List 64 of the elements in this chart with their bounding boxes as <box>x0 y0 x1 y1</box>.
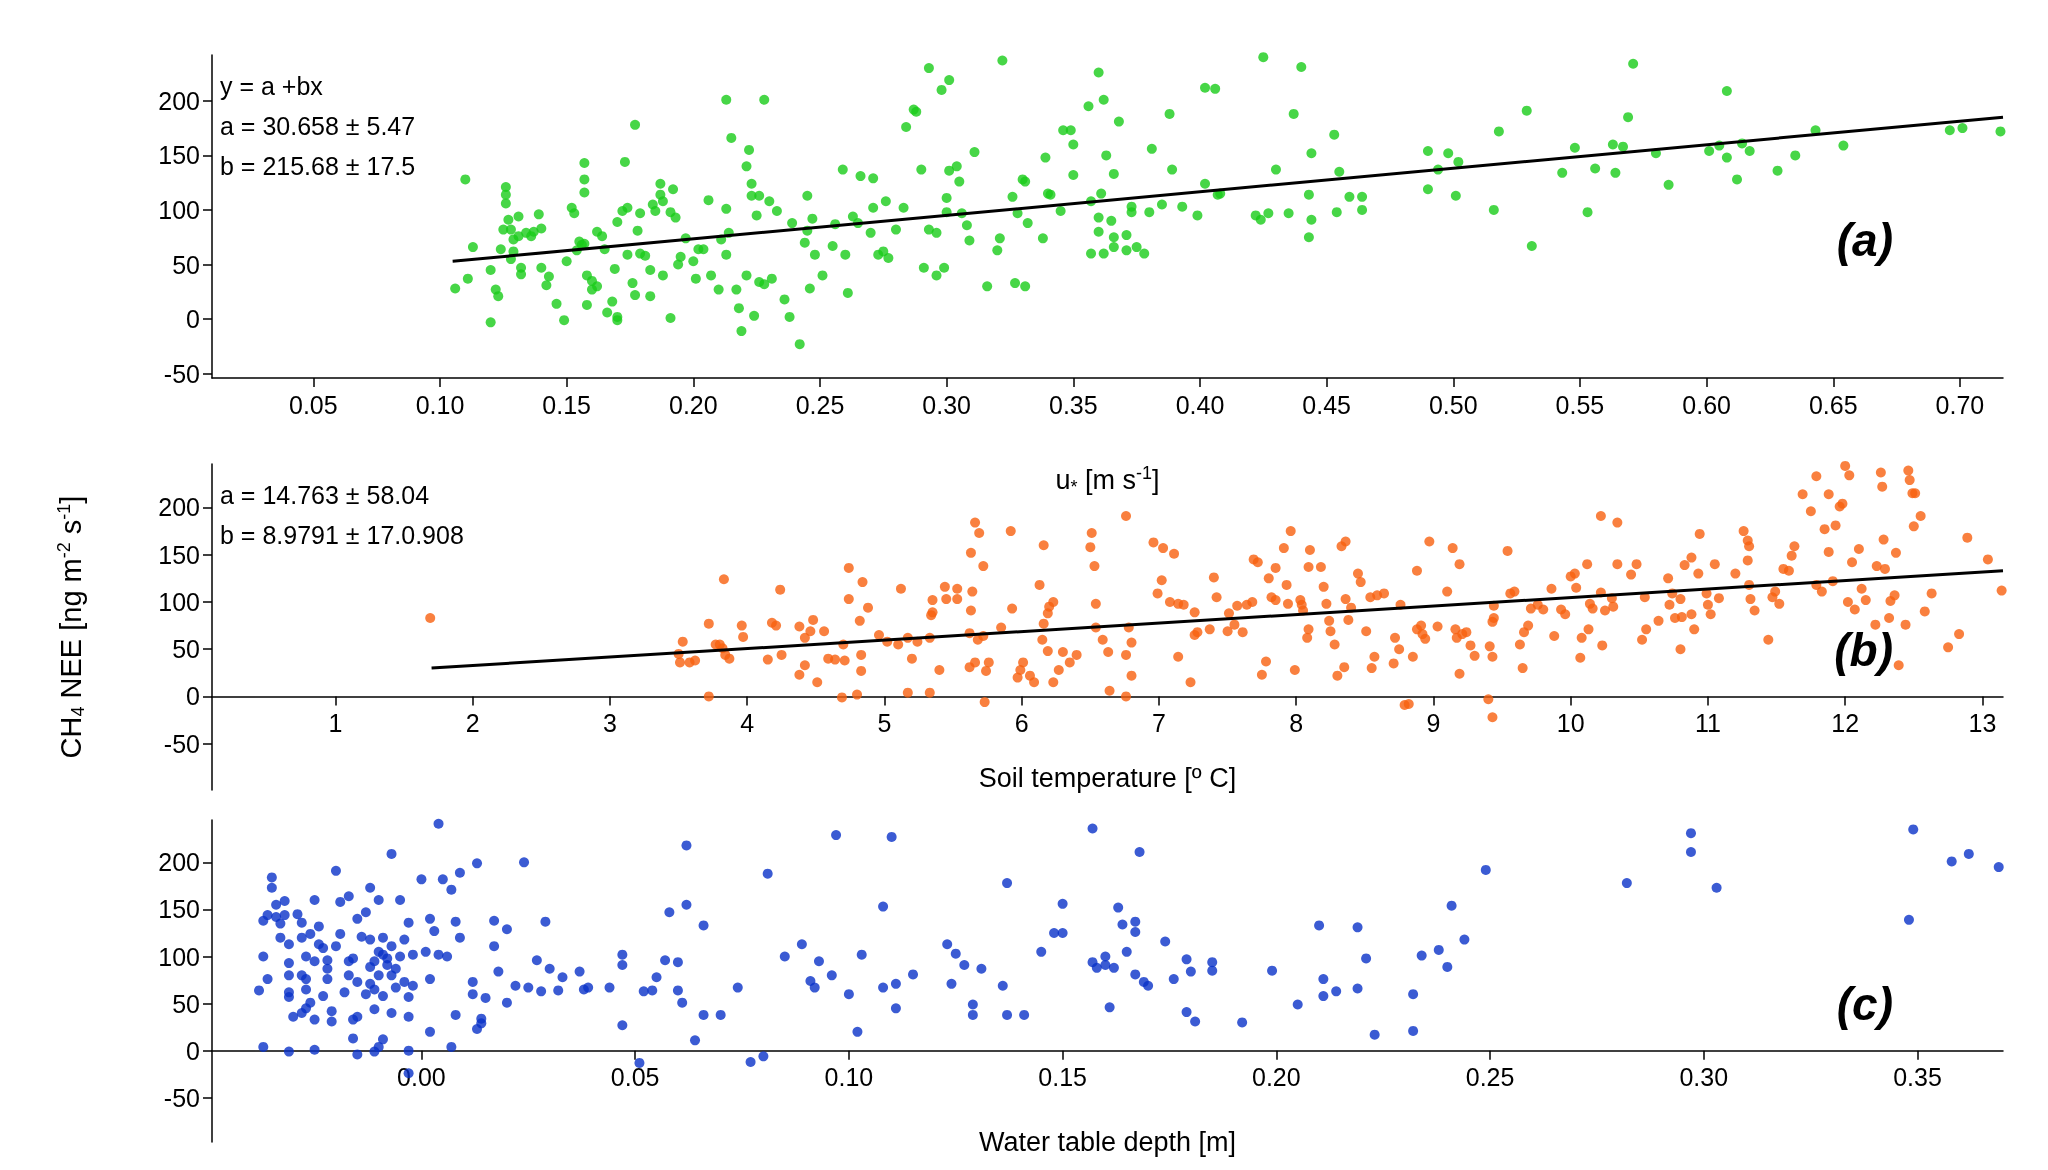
x-tick-label: 5 <box>877 708 892 737</box>
annotation: y = a +bx <box>220 71 324 100</box>
x-tick-label: 10 <box>1556 708 1585 737</box>
x-tick-label: 7 <box>1152 708 1166 737</box>
y-tick-label: -50 <box>163 729 200 758</box>
x-tick-label: 13 <box>1968 708 1997 737</box>
x-tick-label: 0.00 <box>397 1063 446 1092</box>
x-tick-label: 0.15 <box>542 390 591 419</box>
x-tick-label: 12 <box>1831 708 1860 737</box>
x-tick-label: 4 <box>740 708 755 737</box>
y-tick-label: 150 <box>158 141 200 170</box>
x-tick-label: 3 <box>603 708 617 737</box>
x-tick-label: 0.50 <box>1428 390 1478 419</box>
annotation: a = 14.763 ± 58.04 <box>220 480 430 509</box>
x-tick-label: 0.05 <box>610 1063 660 1092</box>
x-tick-label: 0.25 <box>795 390 845 419</box>
x-tick-label: 8 <box>1289 708 1304 737</box>
annotation: b = 215.68 ± 17.5 <box>220 151 416 180</box>
x-tick-label: 0.05 <box>288 390 338 419</box>
x-tick-label: 0.55 <box>1555 390 1605 419</box>
annotation: (b) <box>1834 624 1894 676</box>
x-tick-label: 11 <box>1694 708 1721 737</box>
x-tick-label: 0.30 <box>1679 1063 1729 1092</box>
x-tick-label: 0.10 <box>415 390 465 419</box>
y-tick-label: 150 <box>158 540 200 569</box>
x-tick-label: 0.40 <box>1175 390 1225 419</box>
x-tick-label: 0.10 <box>824 1063 874 1092</box>
y-tick-label: 100 <box>158 195 200 224</box>
annotation: a = 30.658 ± 5.47 <box>220 111 416 140</box>
x-tick-label: 2 <box>465 708 480 737</box>
annotation: b = 8.9791 ± 17.0.908 <box>220 520 464 549</box>
annotation: (a) <box>1836 213 1894 266</box>
x-tick-label: 0.60 <box>1682 390 1731 419</box>
y-tick-label: 0 <box>186 1036 200 1065</box>
x-tick-label: 1 <box>328 708 343 737</box>
y-tick-label: 50 <box>172 635 200 664</box>
x-tick-label: 9 <box>1426 708 1441 737</box>
y-tick-label: 50 <box>172 989 200 1018</box>
x-tick-label: 0.15 <box>1038 1063 1087 1092</box>
y-tick-label: 100 <box>158 587 200 616</box>
x-tick-label: 6 <box>1014 708 1029 737</box>
x-tick-label: 0.25 <box>1465 1063 1515 1092</box>
y-tick-label: -50 <box>163 1083 200 1112</box>
x-tick-label: 0.45 <box>1302 390 1351 419</box>
x-axis-title: Water table depth [m] <box>978 1127 1237 1158</box>
x-tick-label: 0.20 <box>668 390 718 419</box>
y-tick-label: 150 <box>158 895 200 924</box>
y-tick-label: 0 <box>186 305 200 334</box>
y-tick-label: -50 <box>163 359 200 388</box>
y-tick-label: 200 <box>158 86 200 115</box>
x-tick-label: 0.20 <box>1252 1063 1301 1092</box>
x-axis-title: Soil temperature [º C] <box>978 762 1237 793</box>
y-tick-label: 100 <box>158 942 200 971</box>
x-tick-label: 0.35 <box>1893 1063 1942 1092</box>
y-tick-label: 50 <box>172 250 200 279</box>
annotation: (c) <box>1836 978 1894 1030</box>
x-tick-label: 0.65 <box>1808 390 1858 419</box>
y-tick-label: 200 <box>158 493 200 522</box>
y-tick-label: 200 <box>158 848 200 877</box>
x-tick-label: 0.30 <box>922 390 971 419</box>
x-tick-label: 0.70 <box>1935 390 1985 419</box>
y-axis-title: CH4 NEE [ng m-2 s-1] <box>54 495 88 759</box>
x-tick-label: 0.35 <box>1048 390 1098 419</box>
y-tick-label: 0 <box>186 682 200 711</box>
